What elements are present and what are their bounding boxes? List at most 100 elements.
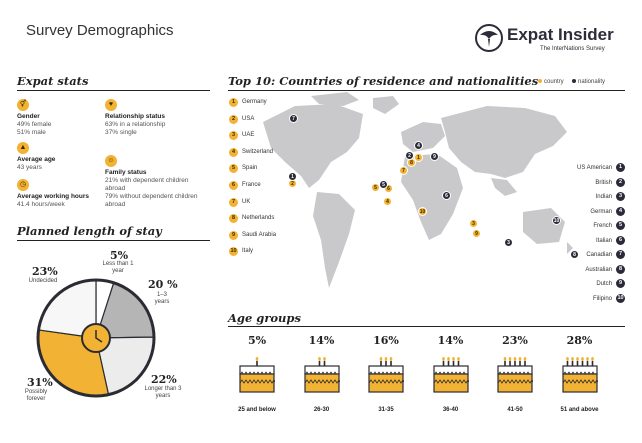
cake-icon [239, 357, 275, 393]
country-name: UK [242, 198, 251, 205]
candle-flame [255, 357, 259, 361]
nationality-map-marker: 3 [504, 238, 513, 247]
country-name: Spain [242, 165, 258, 172]
divider [17, 90, 210, 91]
nationality-map-marker: 4 [414, 141, 423, 150]
candle-flame [441, 357, 445, 361]
candle [566, 361, 568, 366]
nationality-row: German 4 [590, 206, 625, 217]
nationality-row: Canadian 7 [586, 250, 625, 260]
cake-icon [368, 357, 404, 393]
stay-pct-1-3: 20 % [148, 278, 178, 291]
nationality-map-marker: 7 [289, 114, 298, 123]
country-row: 7 UK [229, 197, 250, 207]
candle [380, 361, 382, 366]
nationality-name: British [595, 179, 612, 186]
divider [228, 90, 625, 91]
candle-flame [570, 357, 574, 361]
candle-flame [590, 357, 594, 361]
family-icon: ☺ [105, 155, 117, 167]
country-row: 9 Saudi Arabia [229, 230, 276, 240]
nationality-rank-badge: 9 [616, 279, 625, 288]
candle [504, 361, 506, 366]
country-name: France [242, 182, 261, 188]
stay-label-1-3: 1–3 years [154, 292, 170, 305]
age-group-pct: 16% [373, 334, 399, 347]
cake-pattern [562, 379, 598, 384]
country-row: 1 Germany [229, 97, 267, 107]
planned-stay-title: Planned length of stay [17, 224, 162, 238]
nationality-name: Australian [585, 266, 612, 273]
stat-family: ☺ Family status 21% with dependent child… [105, 155, 198, 208]
country-rank-badge: 8 [229, 214, 238, 224]
candle [457, 361, 459, 366]
country-name: Germany [242, 99, 267, 105]
world-map [263, 92, 573, 288]
stay-label-less-1: Less than 1 year [102, 261, 134, 274]
cake-icon: ▲ [17, 142, 29, 154]
age-group-label: 26-30 [313, 407, 330, 413]
clock-icon: ◷ [17, 179, 29, 191]
brand-subtitle: The InterNations Survey [540, 46, 605, 52]
candle [385, 361, 387, 366]
nationality-row: Italian 6 [596, 235, 625, 246]
country-rank-badge: 4 [229, 147, 238, 157]
candle [514, 361, 516, 366]
nationality-rank-badge: 7 [616, 250, 625, 259]
stay-label-undecided: Undecided [28, 278, 58, 284]
candle [452, 361, 454, 366]
nationality-map-marker: 10 [552, 216, 561, 225]
country-map-marker: 9 [472, 229, 481, 238]
age-group-label: 25 and below [238, 407, 276, 413]
stat-average-age: ▲ Average age 43 years [17, 142, 56, 171]
candle [519, 361, 521, 366]
heart-icon: ♥ [105, 99, 117, 111]
cake-pattern [368, 379, 404, 384]
page-title: Survey Demographics [26, 22, 174, 39]
age-group-pct: 23% [502, 334, 528, 347]
brand-logo: Expat Insider The InterNations Survey [474, 23, 624, 55]
top10-title: Top 10: Countries of residence and natio… [228, 74, 539, 88]
candle [256, 361, 258, 366]
nationality-map-marker: 1 [288, 172, 297, 181]
candle [318, 361, 320, 366]
candle [581, 361, 583, 366]
candle-flame [518, 357, 522, 361]
country-map-marker: 1 [414, 153, 423, 162]
candle [524, 361, 526, 366]
candle-flame [575, 357, 579, 361]
nationality-row: British 2 [595, 177, 625, 188]
nationality-rank-badge: 2 [616, 177, 625, 187]
legend-country: country [538, 79, 564, 85]
cake-pattern [497, 379, 533, 384]
divider [17, 240, 210, 241]
country-map-marker: 10 [418, 207, 427, 216]
nationality-map-marker: 9 [430, 152, 439, 161]
nationality-rank-badge: 6 [616, 235, 625, 245]
candle [442, 361, 444, 366]
country-row: 2 USA [229, 114, 254, 124]
nationality-row: Filipino 10 [593, 293, 625, 304]
nationality-row: Dutch 9 [596, 279, 625, 289]
legend-nationality: nationality [572, 79, 605, 85]
country-rank-badge: 3 [229, 131, 238, 141]
country-rank-badge: 9 [229, 230, 238, 240]
candle [390, 361, 392, 366]
cake-icon [432, 357, 469, 393]
clock-hands [95, 330, 103, 343]
nationality-row: US American 1 [577, 163, 625, 173]
candle [591, 361, 593, 366]
country-name: Italy [242, 248, 254, 255]
country-row: 10 Italy [229, 246, 254, 257]
nationality-rank-badge: 10 [616, 293, 625, 303]
cake-body [497, 373, 533, 393]
stay-pct-undecided: 23% [32, 265, 58, 278]
cake-pattern [433, 379, 469, 384]
expat-stats-title: Expat stats [17, 74, 89, 88]
stay-label-longer-3: Longer than 3 years [144, 386, 182, 399]
nationality-row: French 5 [593, 221, 625, 231]
country-rank-badge: 1 [229, 98, 238, 107]
age-group-pct: 5% [247, 334, 267, 347]
cake-body [561, 373, 598, 393]
age-group-pct: 14% [308, 334, 335, 347]
